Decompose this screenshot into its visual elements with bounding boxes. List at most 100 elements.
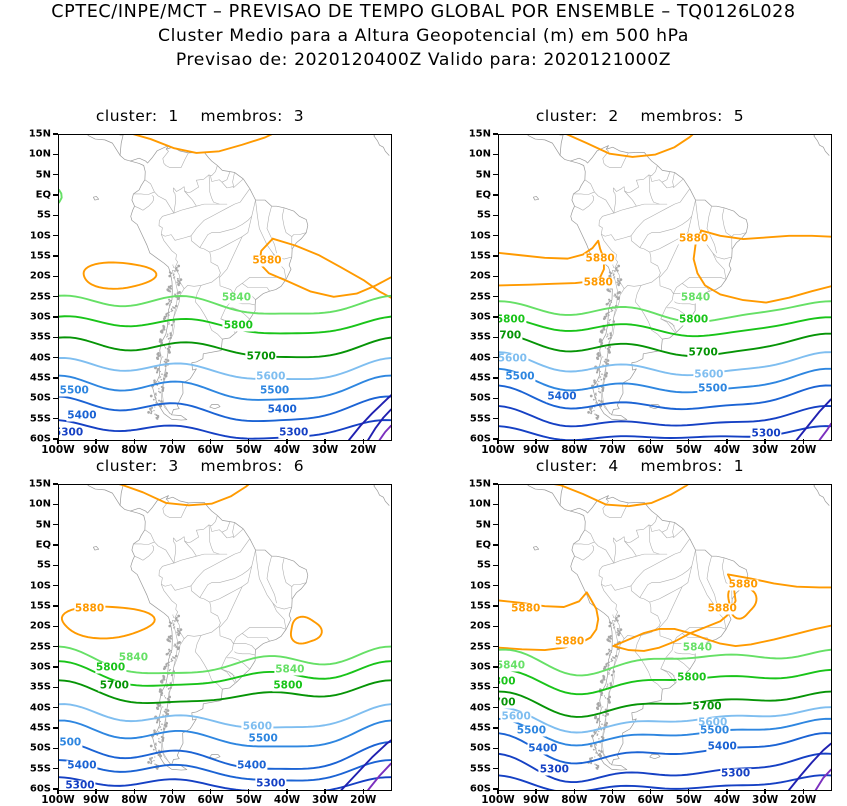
- contour-label: 5800: [677, 313, 710, 326]
- contour-label: 5880: [510, 602, 542, 615]
- contour-label: 5800: [222, 319, 254, 332]
- x-axis-tick: [362, 439, 364, 444]
- y-axis-tick: [493, 417, 498, 420]
- y-axis-tick: [493, 153, 498, 156]
- contour-label: 5840: [274, 663, 306, 676]
- panel-title-cluster-4: cluster: 4 membros: 1: [535, 457, 745, 475]
- contour-label: 5300: [255, 777, 287, 790]
- y-axis-label: 40S: [469, 352, 491, 364]
- contour-label: 5880: [73, 602, 106, 615]
- contour-label: 5500: [697, 382, 729, 395]
- y-axis-tick: [53, 438, 58, 440]
- contour-label: 5500: [258, 384, 291, 397]
- y-axis-tick: [493, 645, 498, 648]
- contour-lines: [59, 135, 391, 440]
- contour-label: 5840: [681, 641, 714, 654]
- x-axis-label: 50W: [235, 444, 262, 456]
- contour-label: 5500: [515, 724, 548, 737]
- header-title-variable: Cluster Medio para a Altura Geopotencial…: [158, 26, 689, 46]
- y-axis-tick: [493, 767, 498, 770]
- x-axis-tick: [611, 789, 614, 794]
- x-axis-tick: [688, 439, 690, 444]
- y-axis-label: 45S: [469, 372, 491, 384]
- contour-label: 5600: [697, 716, 729, 729]
- x-axis-label: 80W: [561, 794, 588, 806]
- y-axis-label: 35S: [469, 681, 491, 693]
- y-axis-label: 60S: [469, 433, 491, 445]
- x-axis-tick: [726, 439, 728, 444]
- y-axis-tick: [53, 194, 58, 196]
- x-axis-tick: [688, 789, 690, 794]
- y-axis-label: 40S: [29, 352, 51, 364]
- y-axis-label: 50S: [29, 392, 51, 404]
- panel-cluster-2: cluster: 2 membros: 5 5880 5880 5880 5840 580…: [440, 105, 840, 456]
- y-axis-label: 25S: [29, 641, 51, 653]
- x-axis-tick: [324, 789, 326, 794]
- plot-canvas-cluster-1: 5880588058405800570056005500550054005400…: [59, 135, 391, 440]
- x-axis-label: 50W: [675, 444, 702, 456]
- y-axis-label: 5S: [476, 559, 491, 571]
- x-axis-label: 20W: [350, 444, 377, 456]
- y-axis-tick: [53, 747, 58, 750]
- y-axis-label: 50S: [469, 392, 491, 404]
- x-axis-label: 50W: [675, 794, 702, 806]
- y-axis-label: EQ: [475, 539, 491, 551]
- geography-layer: [527, 135, 830, 421]
- contour-label: 5880: [251, 254, 283, 267]
- y-axis-label: 25S: [469, 641, 491, 653]
- y-axis-label: 55S: [469, 763, 491, 775]
- x-axis-label: 70W: [159, 794, 186, 806]
- contour-label: 5600: [693, 368, 725, 381]
- y-axis-label: 15S: [469, 250, 491, 262]
- y-axis-tick: [493, 625, 498, 628]
- contour-map-canvas: [499, 135, 831, 440]
- y-axis-tick: [53, 356, 58, 359]
- y-axis-label: 60S: [469, 783, 491, 795]
- x-axis-label: 90W: [523, 444, 550, 456]
- x-axis-tick: [171, 439, 174, 444]
- panel-title-cluster-2: cluster: 2 membros: 5: [535, 107, 745, 125]
- y-axis-tick: [493, 438, 498, 440]
- contour-label: 5400: [546, 390, 578, 403]
- contour-label: 5700: [499, 697, 517, 709]
- y-axis-tick: [53, 564, 58, 567]
- contour-label: 5300: [59, 427, 85, 439]
- y-axis-label: 35S: [29, 331, 51, 343]
- y-axis-label: 10S: [469, 230, 491, 242]
- plot-area-cluster-2: 5880 5880 5880 5840 5800 5800 5700 5700 5600 5600…: [498, 134, 832, 441]
- contour-label: 5300: [719, 767, 752, 780]
- y-axis-label: 5N: [475, 519, 491, 531]
- y-axis-tick: [493, 503, 498, 506]
- plot-area-cluster-3: 5880584058405800580057005600550055005400…: [58, 484, 392, 791]
- y-axis-label: 25S: [469, 291, 491, 303]
- contour-label: 5880: [582, 276, 614, 289]
- panel-title-cluster-1: cluster: 1 membros: 3: [95, 107, 305, 125]
- x-axis-label: 20W: [790, 794, 817, 806]
- contour-label: 5600: [500, 710, 532, 723]
- contour-label: 5700: [687, 346, 719, 359]
- x-axis-tick: [573, 789, 575, 794]
- contour-lines: [499, 135, 831, 440]
- y-axis-tick: [53, 173, 58, 176]
- x-axis-label: 40W: [273, 444, 301, 456]
- y-axis-tick: [53, 483, 58, 485]
- contour-label: 5840: [679, 291, 712, 304]
- x-axis-tick: [286, 789, 288, 794]
- y-axis-tick: [53, 214, 58, 217]
- contour-label: 5500: [59, 737, 83, 749]
- y-axis-label: 15S: [469, 600, 491, 612]
- y-axis-label: 15N: [28, 128, 51, 140]
- y-axis-tick: [493, 605, 498, 607]
- y-axis-label: 20S: [469, 620, 491, 632]
- y-axis-label: 10N: [468, 498, 491, 510]
- y-axis-label: 25S: [29, 291, 51, 303]
- y-axis-label: 55S: [29, 763, 51, 775]
- x-axis-tick: [95, 439, 97, 444]
- contour-label: 5500: [504, 370, 536, 383]
- x-axis-label: 80W: [561, 444, 588, 456]
- y-axis-label: 60S: [29, 433, 51, 445]
- x-axis-tick: [497, 789, 499, 794]
- y-axis-label: 45S: [469, 722, 491, 734]
- panel-cluster-1: cluster: 1 membros: 3 5880588058405800570…: [0, 105, 400, 456]
- y-axis-label: 35S: [469, 331, 491, 343]
